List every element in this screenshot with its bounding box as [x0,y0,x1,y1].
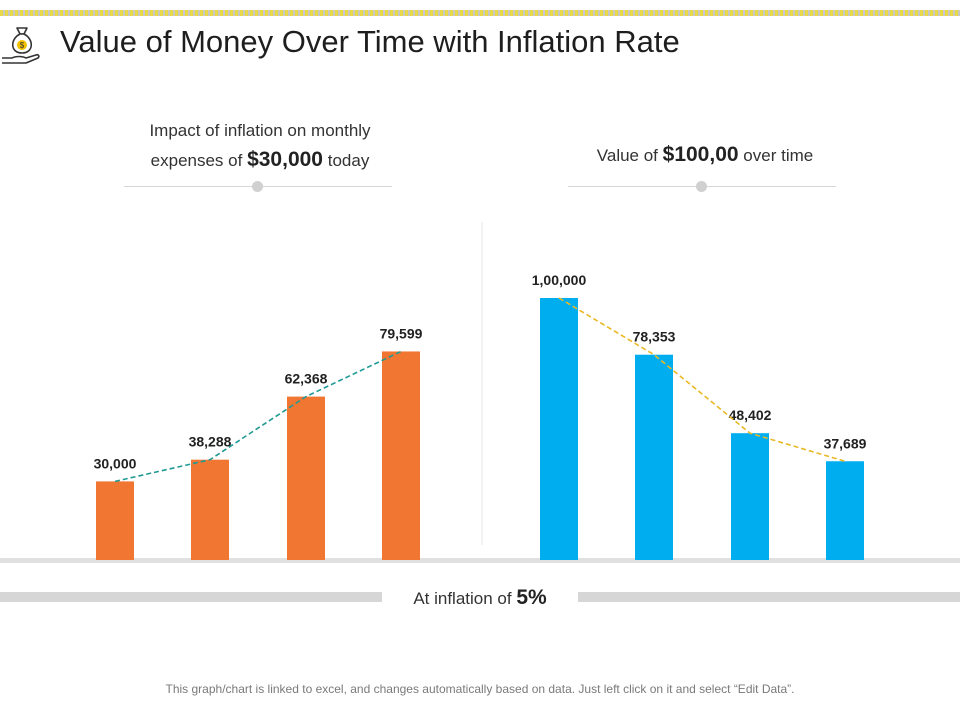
inflation-impact-bar [287,396,325,560]
left-header-amount: $30,000 [247,148,323,171]
inflation-impact-data-label: 62,368 [285,371,328,387]
left-header-line1: Impact of inflation on monthly [149,121,371,140]
baseline-bar [0,558,960,563]
money-bag-hand-icon: $ [2,27,40,64]
left-header-line2: expenses of $30,000 today [120,145,400,175]
inflation-impact-trend-line [114,350,402,483]
money-value-bar [540,298,578,560]
left-chart-header: Impact of inflation on monthly expenses … [120,116,400,175]
money-value-chart: 1,00,000 78,353 48,402 37,689 [532,272,867,560]
left-header-suffix: today [327,151,370,170]
inflation-rate: 5% [516,586,547,609]
svg-text:$: $ [20,41,25,50]
value-charts: 30,000 38,288 62,368 79,599 1,00,000 78,353 4… [0,222,960,563]
separator-dot [696,181,707,192]
inflation-impact-bar [382,351,420,560]
inflation-impact-bar [96,481,134,560]
right-header-amount: $100,00 [662,143,739,166]
right-header-prefix: Value of [596,146,658,165]
money-value-data-label: 1,00,000 [532,272,587,288]
money-value-trend-line [558,297,846,463]
inflation-prefix: At inflation of [413,589,512,608]
separator-dot [252,181,263,192]
top-stripe [0,10,960,16]
footer-bar-right [578,592,960,602]
inflation-impact-chart: 30,000 38,288 62,368 79,599 [94,325,423,560]
right-chart-header: Value of $100,00 over time [560,140,850,170]
right-header-suffix: over time [743,146,814,165]
inflation-impact-bar [191,459,229,560]
right-header-separator [568,181,836,192]
money-value-data-label: 37,689 [824,435,867,451]
money-value-bar [731,433,769,560]
inflation-impact-data-label: 38,288 [189,434,232,450]
money-value-data-label: 48,402 [729,407,772,423]
inflation-impact-data-label: 79,599 [380,325,423,341]
left-header-prefix: expenses of [150,151,243,170]
footer-bar-left [0,592,382,602]
inflation-label: At inflation of 5% [383,586,577,610]
left-header-separator [124,181,392,192]
inflation-impact-data-label: 30,000 [94,455,137,471]
footnote: This graph/chart is linked to excel, and… [165,682,795,696]
money-value-data-label: 78,353 [633,329,676,345]
page-title: Value of Money Over Time with Inflation … [60,24,680,59]
money-value-bar [635,354,673,560]
money-value-bar [826,461,864,560]
